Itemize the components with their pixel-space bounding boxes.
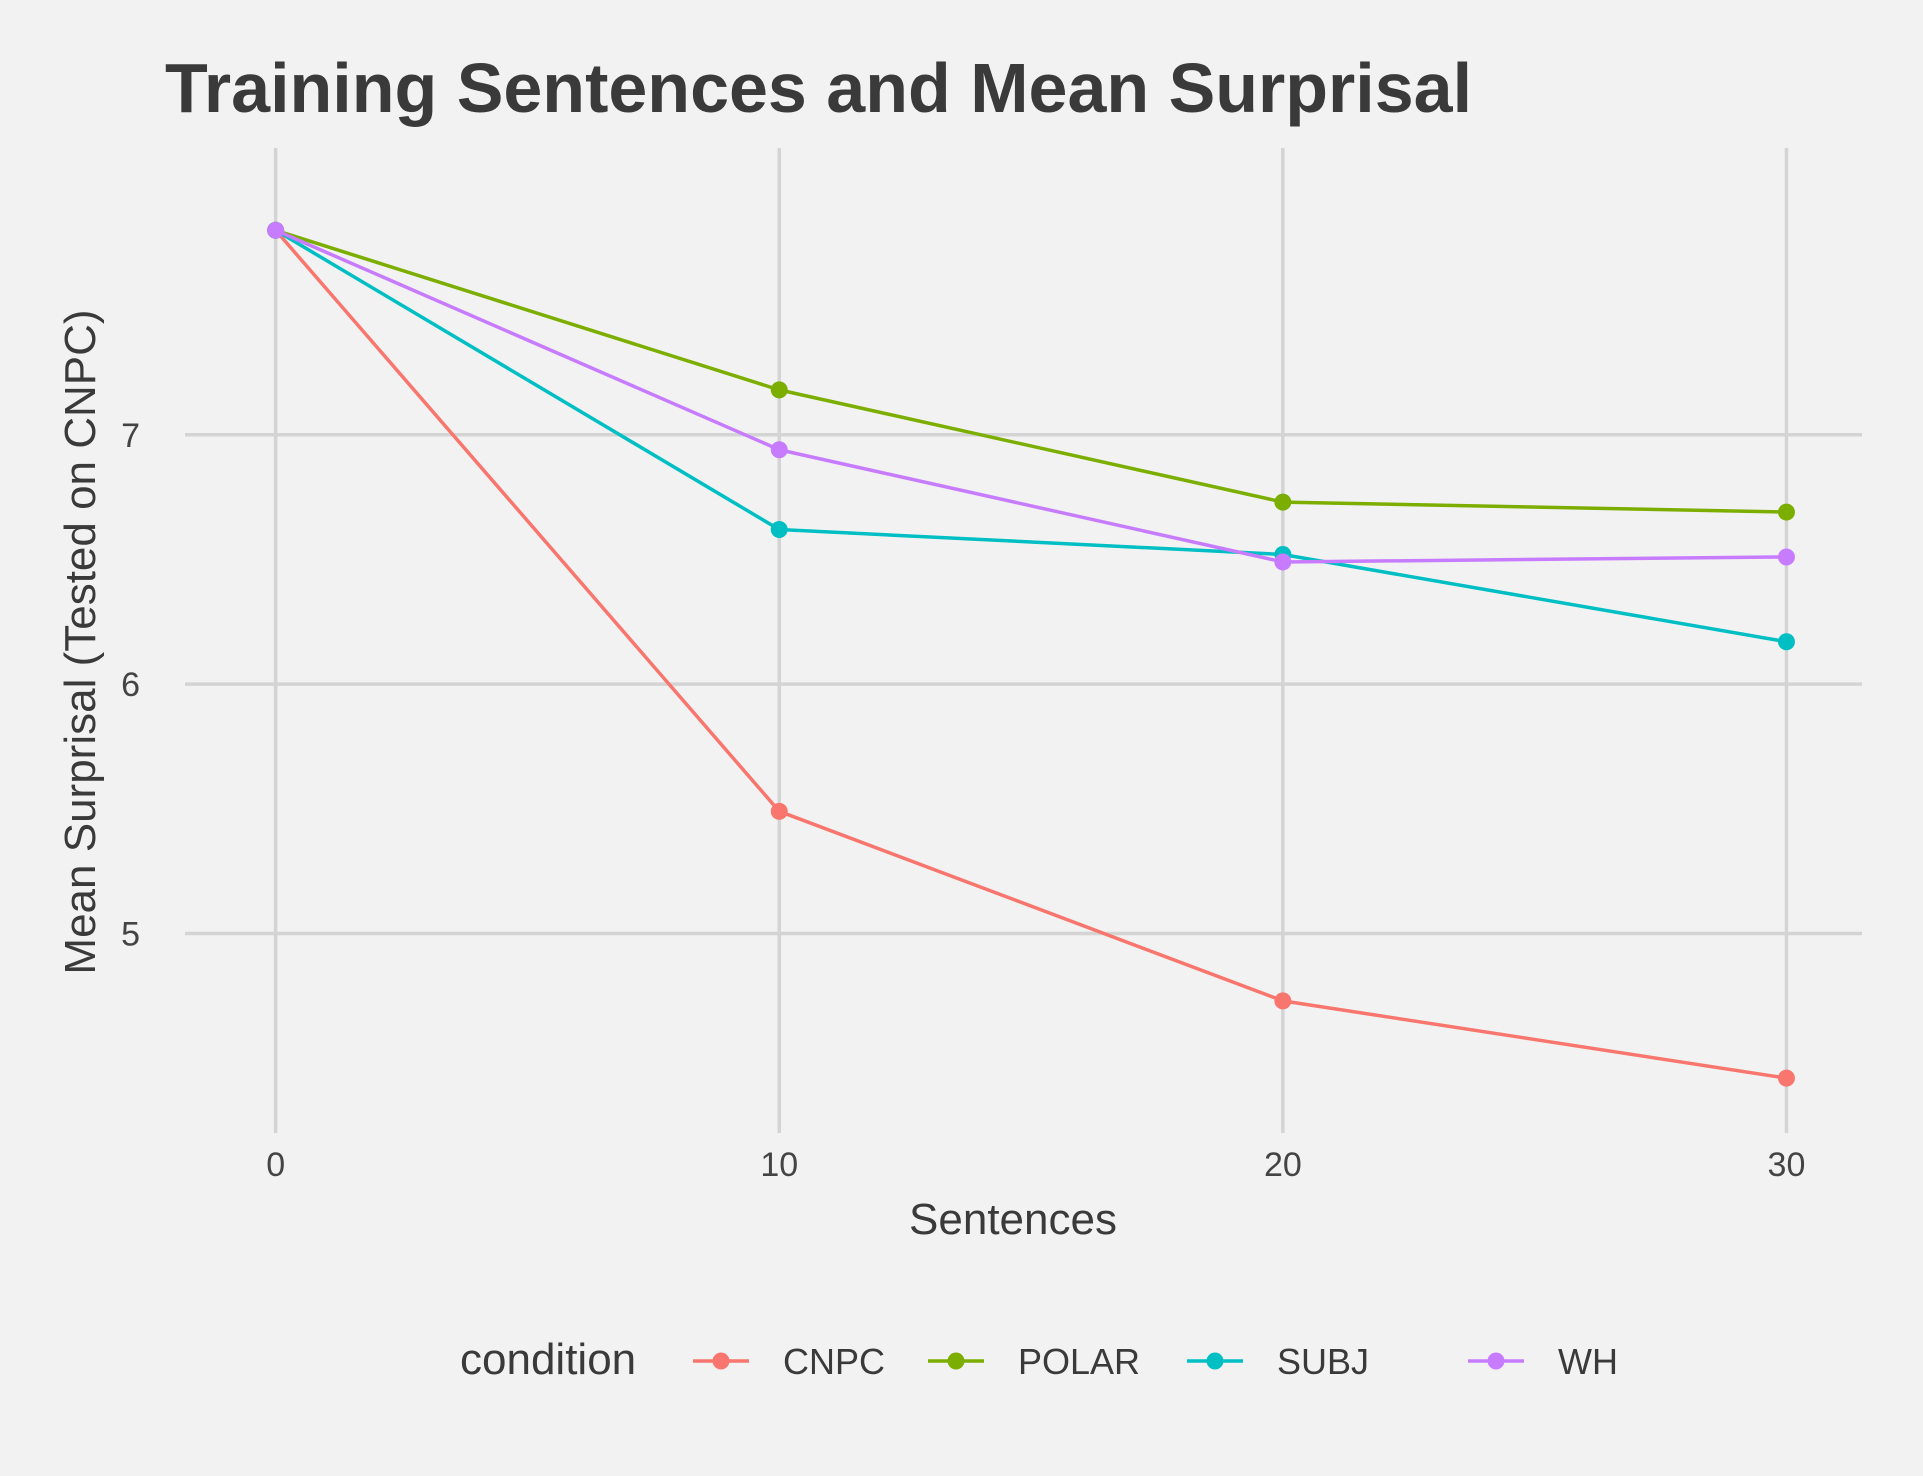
y-tick-label-0: 5: [121, 916, 140, 954]
y-axis-title: Mean Surprisal (Tested on CNPC): [56, 309, 105, 974]
data-point-wh-1: [770, 441, 788, 459]
series-line-subj: [274, 228, 1787, 644]
series-cnpc: [267, 221, 1795, 1087]
x-axis-title: Sentences: [909, 1195, 1117, 1244]
x-tick-label-2: 20: [1264, 1146, 1302, 1184]
data-point-subj-1: [770, 521, 788, 539]
chart-title: Training Sentences and Mean Surprisal: [165, 49, 1472, 127]
legend-key-cnpc: CNPC: [693, 1341, 885, 1382]
legend-key-subj: SUBJ: [1187, 1341, 1369, 1382]
grid-lines: [185, 148, 1862, 1133]
data-point-polar-1: [770, 381, 788, 399]
x-tick-label-3: 30: [1768, 1146, 1806, 1184]
legend: condition CNPC POLAR SUBJ WH: [460, 1335, 1618, 1384]
legend-swatch-point: [712, 1352, 730, 1370]
series-wh: [267, 221, 1795, 571]
series-line-wh: [274, 228, 1787, 564]
series-layer: [267, 221, 1795, 1087]
legend-title: condition: [460, 1335, 636, 1384]
legend-label-polar: POLAR: [1018, 1341, 1140, 1382]
data-point-polar-3: [1777, 503, 1795, 521]
data-point-wh-2: [1274, 553, 1292, 571]
legend-swatch-point: [1206, 1352, 1224, 1370]
series-polar: [267, 221, 1795, 521]
data-point-subj-3: [1777, 633, 1795, 651]
legend-key-wh: WH: [1468, 1341, 1618, 1382]
y-tick-label-1: 6: [121, 666, 140, 704]
data-point-polar-2: [1274, 493, 1292, 511]
y-tick-label-2: 7: [121, 417, 140, 455]
x-tick-label-1: 10: [760, 1146, 798, 1184]
legend-label-subj: SUBJ: [1277, 1341, 1369, 1382]
legend-swatch-point: [947, 1352, 965, 1370]
legend-swatch-point: [1487, 1352, 1505, 1370]
data-point-wh-3: [1777, 548, 1795, 566]
data-point-cnpc-2: [1274, 992, 1292, 1010]
legend-key-polar: POLAR: [928, 1341, 1140, 1382]
data-point-wh-0: [267, 221, 285, 239]
series-line-polar: [275, 228, 1787, 514]
x-tick-label-0: 0: [266, 1146, 285, 1184]
tick-labels: 5 6 7 0 10 20 30: [121, 417, 1805, 1184]
legend-label-cnpc: CNPC: [783, 1341, 885, 1382]
legend-label-wh: WH: [1558, 1341, 1618, 1382]
series-line-cnpc: [274, 229, 1787, 1080]
data-point-cnpc-1: [770, 802, 788, 820]
data-point-cnpc-3: [1777, 1069, 1795, 1087]
